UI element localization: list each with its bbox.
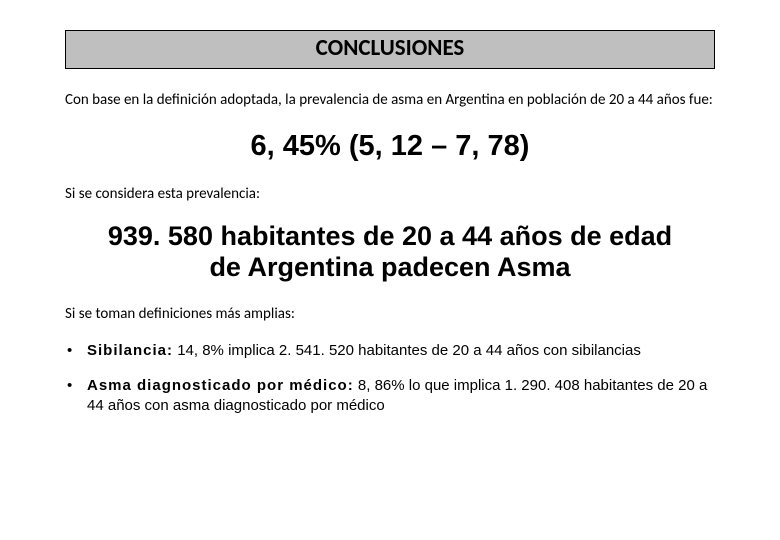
definiciones-text: Si se toman definiciones más amplias:	[65, 305, 715, 323]
bullet-list: Sibilancia: 14, 8% implica 2. 541. 520 h…	[65, 341, 715, 416]
intro-paragraph: Con base en la definición adoptada, la p…	[65, 91, 715, 110]
bullet-item-asma-diagnosticado: Asma diagnosticado por médico: 8, 86% lo…	[87, 376, 715, 415]
consider-text: Si se considera esta prevalencia:	[65, 185, 715, 203]
bullet-label: Sibilancia:	[87, 342, 173, 359]
prevalence-value: 6, 45% (5, 12 – 7, 78)	[65, 130, 715, 163]
bullet-text: 14, 8% implica 2. 541. 520 habitantes de…	[173, 342, 641, 359]
title-banner: CONCLUSIONES	[65, 30, 715, 69]
bullet-label: Asma diagnosticado por médico:	[87, 377, 354, 394]
title-text: CONCLUSIONES	[66, 34, 714, 62]
bullet-item-sibilancia: Sibilancia: 14, 8% implica 2. 541. 520 h…	[87, 341, 715, 361]
habitantes-headline: 939. 580 habitantes de 20 a 44 años de e…	[65, 221, 715, 283]
